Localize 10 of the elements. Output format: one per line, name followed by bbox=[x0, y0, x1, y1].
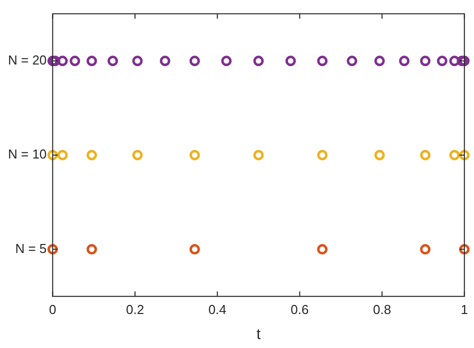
x-tick-label: 0 bbox=[49, 302, 56, 317]
x-tick-label: 0.4 bbox=[208, 302, 226, 317]
x-tick-label: 0.2 bbox=[126, 302, 144, 317]
y-tick-label: N = 5 bbox=[15, 240, 47, 256]
y-tick-label: N = 10 bbox=[8, 146, 47, 162]
x-tick-label: 1 bbox=[460, 302, 468, 317]
x-tick-label: 0.8 bbox=[373, 302, 392, 317]
y-tick-label: N = 20 bbox=[8, 52, 47, 68]
x-axis-title: t bbox=[256, 326, 262, 344]
x-tick-label: 0.6 bbox=[290, 302, 309, 317]
